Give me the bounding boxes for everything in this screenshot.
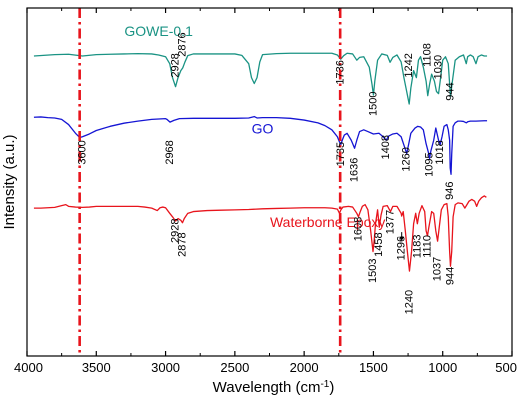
peak-label-1240: 1240: [403, 290, 415, 314]
peak-label-944: 944: [444, 82, 456, 100]
peak-label-1503: 1503: [367, 258, 379, 282]
x-tick-label-2000: 2000: [290, 360, 319, 375]
series-layer: GOWE-0.1 GO Waterborne Epoxy: [33, 23, 488, 272]
x-axis-label: Wavelength (cm-1): [213, 379, 335, 397]
peak-label-2928: 2928: [170, 218, 182, 242]
peak-label-1636: 1636: [349, 158, 361, 182]
x-tick-label-4000: 4000: [14, 360, 43, 375]
peak-label-1377: 1377: [384, 210, 396, 234]
peak-label-1018: 1018: [434, 140, 446, 164]
peak-label-1095: 1095: [424, 152, 436, 176]
peak-label-1296: 1296: [396, 236, 408, 260]
peak-label-1030: 1030: [433, 55, 445, 79]
peak-label-3600: 3600: [76, 140, 88, 164]
x-tick-label-500: 500: [495, 360, 517, 375]
series-line-gowe-0-1: [33, 52, 488, 105]
peak-label-1108: 1108: [422, 43, 434, 67]
x-tick-label-3000: 3000: [151, 360, 180, 375]
peak-label-2968: 2968: [164, 140, 176, 164]
peak-label-1260: 1260: [401, 147, 413, 171]
reference-lines-layer: [78, 8, 342, 356]
peak-label-946: 946: [444, 182, 456, 200]
series-line-waterborne-epoxy: [33, 195, 487, 272]
peak-arrow: [399, 232, 405, 241]
y-axis-label: Intensity (a.u.): [1, 134, 18, 229]
x-tick-label-1500: 1500: [359, 360, 388, 375]
peak-label-1183: 1183: [411, 235, 423, 259]
peak-label-1037: 1037: [432, 257, 444, 281]
peak-label-944: 944: [444, 267, 456, 285]
series-line-go: [33, 115, 488, 175]
peak-label-1735: 1735: [335, 142, 347, 166]
peak-label-1736: 1736: [335, 60, 347, 84]
x-tick-label-1000: 1000: [428, 360, 457, 375]
peak-label-1408: 1408: [380, 135, 392, 159]
series-label-go: GO: [252, 120, 274, 136]
series-label-waterborne-epoxy: Waterborne Epoxy: [270, 214, 385, 230]
x-tick-label-2500: 2500: [220, 360, 249, 375]
peak-label-2876: 2876: [177, 32, 189, 56]
peak-label-1110: 1110: [421, 235, 433, 258]
peak-label-1458: 1458: [373, 232, 385, 256]
peak-label-2878: 2878: [176, 232, 188, 256]
peak-label-1242: 1242: [403, 53, 415, 77]
series-label-gowe-0-1: GOWE-0.1: [124, 23, 193, 39]
x-tick-label-3500: 3500: [82, 360, 111, 375]
peak-label-2928: 2928: [170, 53, 182, 77]
peak-label-1608: 1608: [352, 217, 364, 241]
x-ticks-layer: 4000 3500 3000 2500 2000 1500 1000 500: [14, 8, 517, 375]
peak-label-1500: 1500: [367, 91, 379, 115]
